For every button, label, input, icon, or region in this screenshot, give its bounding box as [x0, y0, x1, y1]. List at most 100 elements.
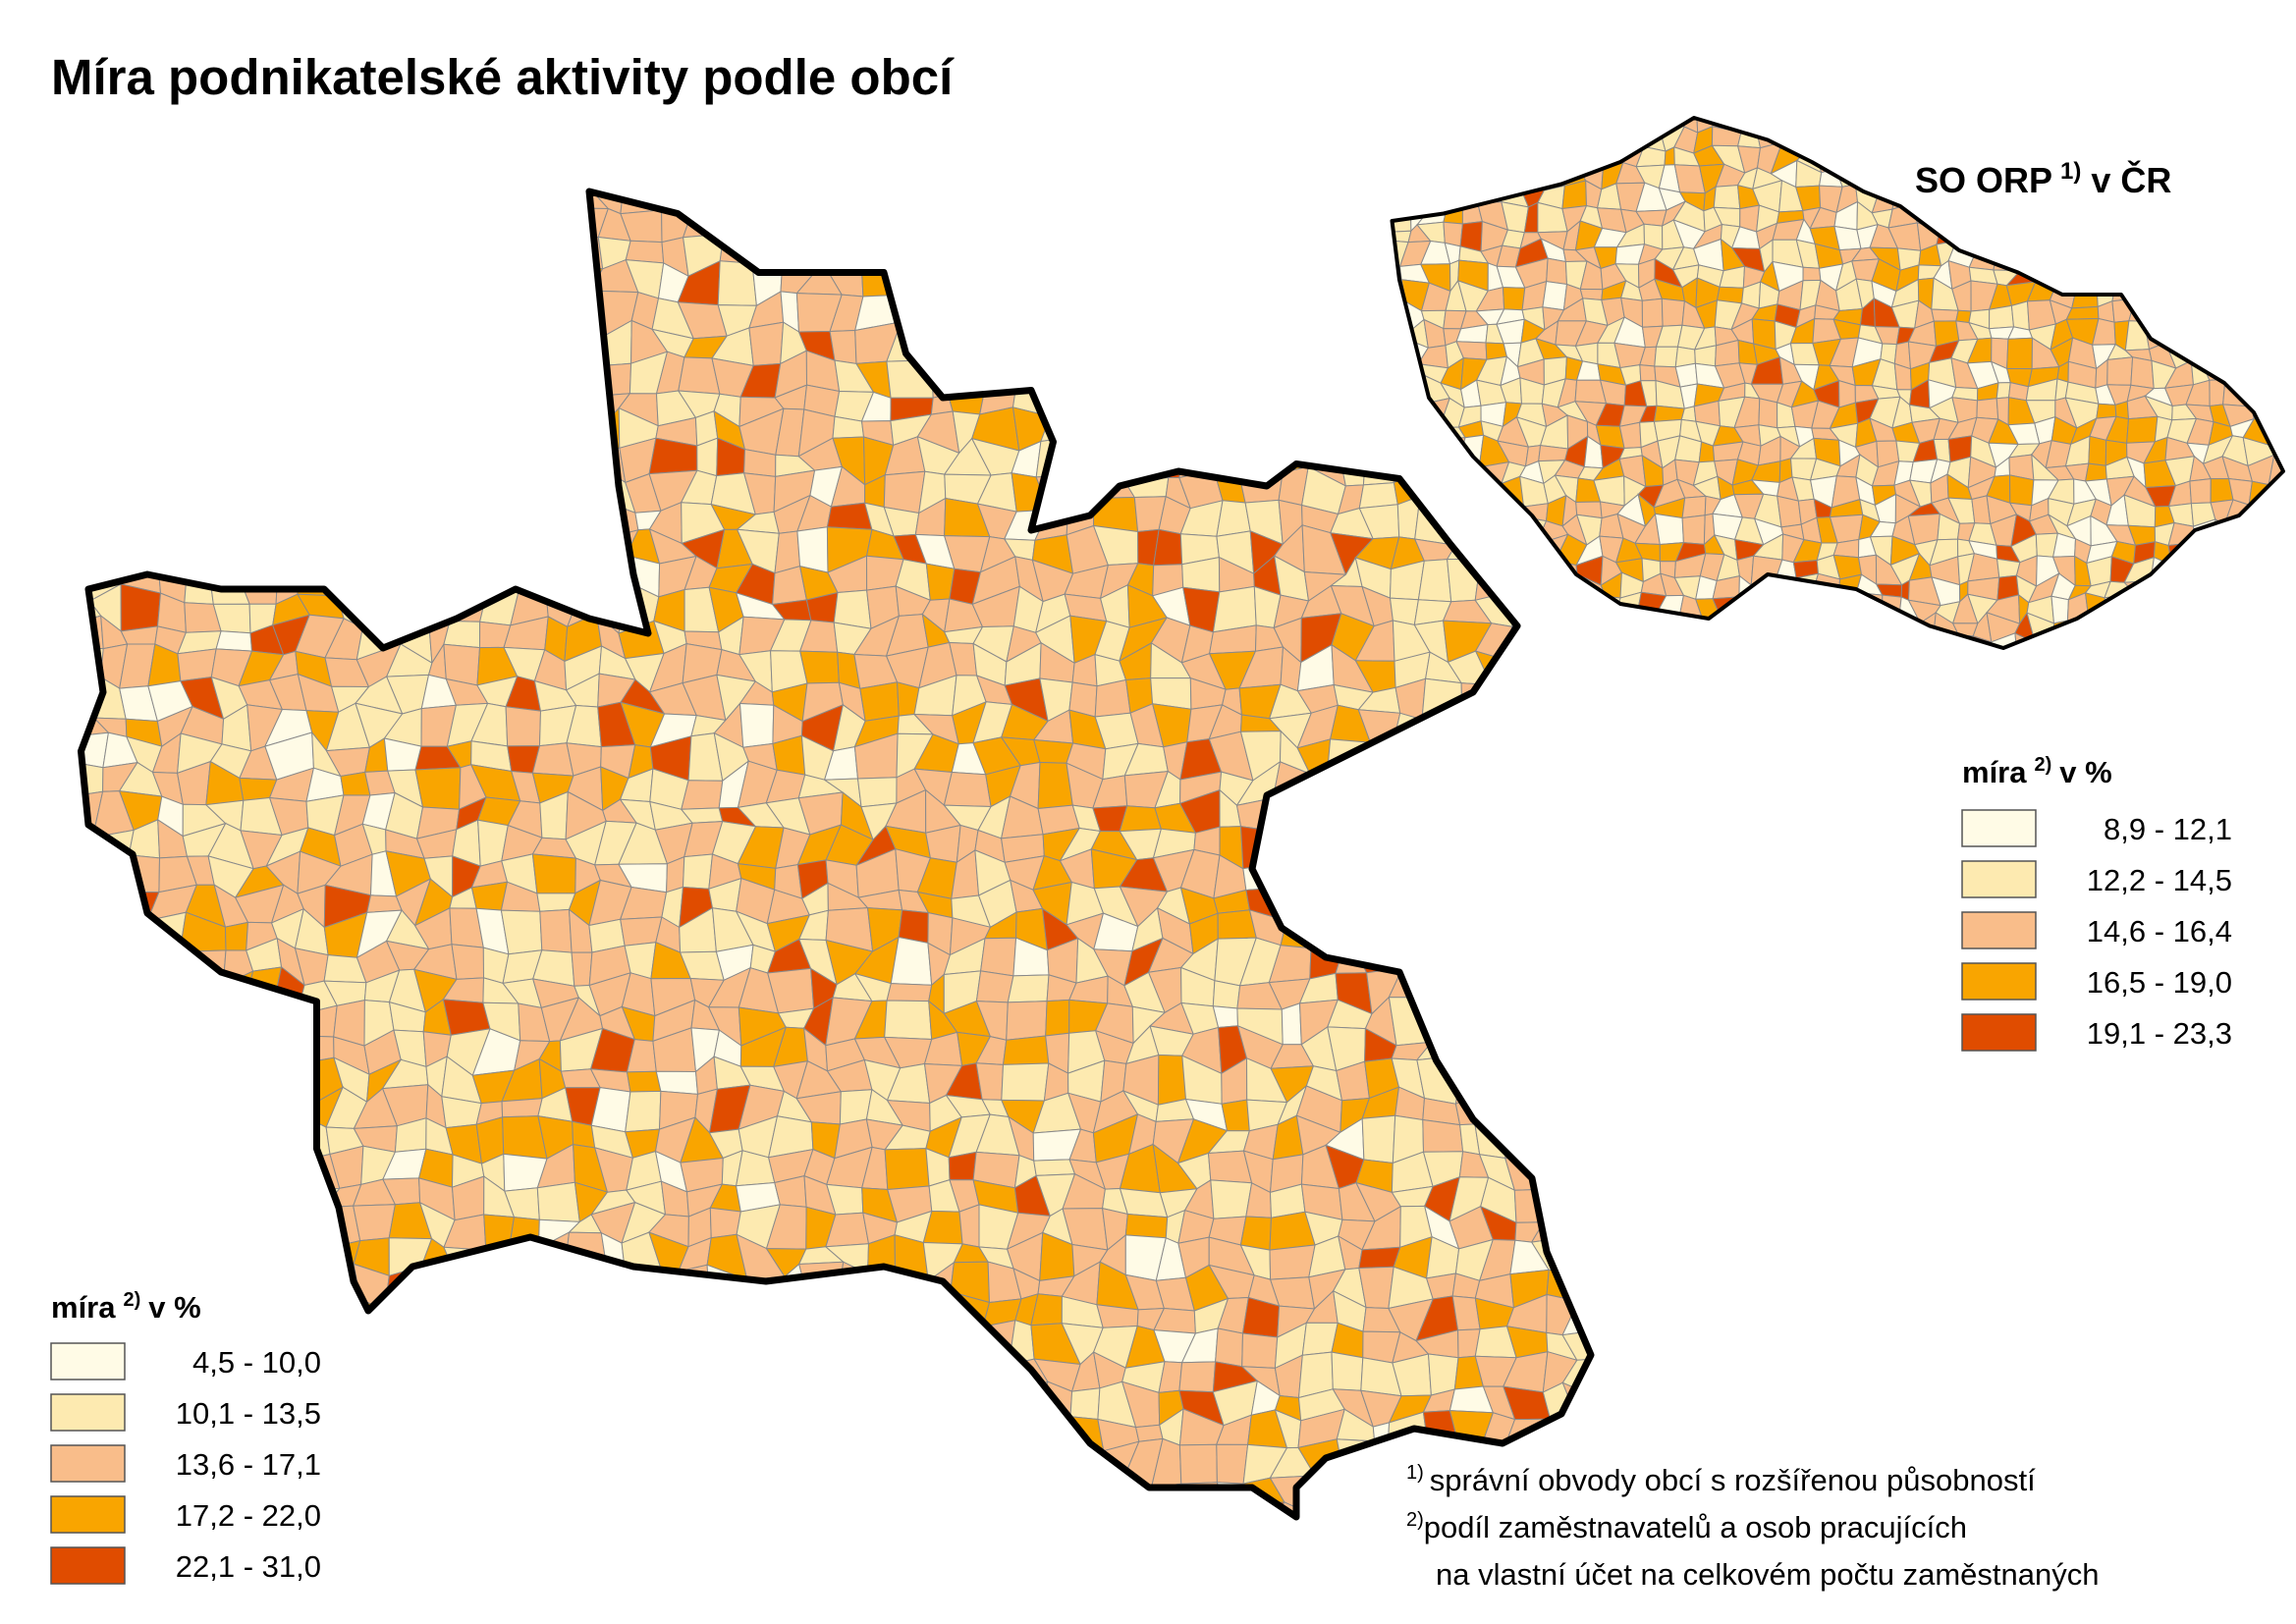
municipality — [537, 386, 576, 423]
municipality — [1561, 800, 1591, 829]
municipality — [1542, 565, 1570, 592]
municipality — [774, 191, 808, 211]
municipality — [442, 437, 482, 472]
municipality — [81, 1177, 108, 1213]
municipality — [1423, 121, 1446, 154]
municipality — [1269, 414, 1310, 458]
municipality — [356, 443, 397, 468]
municipality — [1992, 199, 2015, 226]
municipality — [1007, 261, 1052, 299]
municipality — [564, 361, 603, 397]
municipality — [155, 1335, 190, 1367]
legend-label: 12,2 - 14,5 — [2087, 863, 2232, 897]
municipality — [1002, 1035, 1050, 1065]
municipality — [1420, 937, 1462, 987]
municipality — [1546, 257, 1568, 286]
municipality — [2264, 401, 2283, 419]
municipality — [1430, 966, 1462, 1009]
municipality — [1694, 345, 1718, 367]
municipality — [654, 1390, 698, 1431]
municipality — [1637, 639, 1667, 648]
municipality — [181, 199, 228, 240]
municipality — [1995, 382, 2011, 400]
municipality — [1499, 121, 1522, 144]
municipality — [1236, 436, 1285, 478]
municipality — [2130, 356, 2155, 390]
municipality — [947, 352, 988, 396]
municipality — [2289, 481, 2296, 505]
municipality — [1881, 614, 1900, 642]
municipality — [1691, 618, 1725, 641]
municipality — [155, 1209, 180, 1253]
municipality — [91, 1026, 138, 1072]
municipality — [958, 1204, 980, 1248]
municipality — [1614, 614, 1639, 643]
municipality — [2105, 200, 2134, 232]
municipality — [1566, 850, 1591, 893]
municipality — [472, 494, 521, 532]
municipality — [148, 1187, 191, 1222]
municipality — [247, 191, 280, 204]
municipality — [1298, 239, 1337, 268]
municipality — [206, 555, 250, 605]
municipality — [177, 442, 215, 482]
municipality — [1449, 735, 1489, 771]
municipality — [1505, 977, 1550, 1006]
municipality — [574, 439, 609, 472]
municipality — [2149, 278, 2177, 308]
municipality — [972, 191, 1016, 209]
municipality — [692, 1390, 721, 1430]
municipality — [958, 259, 993, 298]
municipality — [131, 529, 161, 574]
municipality — [120, 241, 169, 282]
municipality — [1331, 191, 1373, 217]
municipality — [328, 1496, 368, 1517]
municipality — [1531, 624, 1567, 656]
municipality — [1360, 407, 1404, 447]
municipality — [2203, 574, 2234, 606]
municipality — [794, 1474, 845, 1514]
municipality — [308, 510, 344, 545]
municipality — [739, 1306, 782, 1336]
municipality — [442, 1419, 491, 1445]
municipality — [2169, 278, 2187, 308]
municipality — [1473, 826, 1509, 860]
municipality — [682, 1324, 726, 1372]
municipality — [833, 589, 872, 629]
municipality — [536, 1181, 580, 1222]
municipality — [1007, 298, 1052, 327]
municipality — [1891, 142, 1918, 175]
municipality — [1790, 619, 1824, 634]
municipality — [475, 1350, 510, 1382]
municipality — [747, 209, 777, 239]
municipality — [858, 1422, 895, 1449]
municipality — [1409, 400, 1430, 429]
municipality — [1157, 1054, 1187, 1106]
municipality — [206, 527, 242, 576]
municipality — [2109, 118, 2132, 126]
municipality — [2164, 591, 2190, 625]
municipality — [2241, 128, 2272, 148]
municipality — [2210, 535, 2237, 556]
municipality — [1503, 654, 1545, 689]
municipality — [86, 941, 135, 981]
municipality — [2166, 238, 2192, 268]
municipality — [603, 1361, 636, 1392]
municipality — [2169, 611, 2197, 644]
municipality — [1184, 231, 1223, 278]
municipality — [571, 951, 593, 987]
municipality — [2231, 342, 2254, 370]
municipality — [249, 364, 272, 399]
municipality — [1002, 1504, 1047, 1517]
municipality — [2289, 415, 2296, 448]
municipality — [268, 1117, 308, 1162]
municipality — [1033, 203, 1077, 242]
municipality — [509, 1297, 537, 1334]
municipality — [1770, 614, 1797, 634]
municipality — [2282, 612, 2283, 646]
municipality — [564, 1270, 609, 1312]
municipality — [798, 1261, 845, 1307]
municipality — [1505, 945, 1550, 984]
municipality — [506, 1359, 546, 1392]
municipality — [973, 325, 1014, 354]
